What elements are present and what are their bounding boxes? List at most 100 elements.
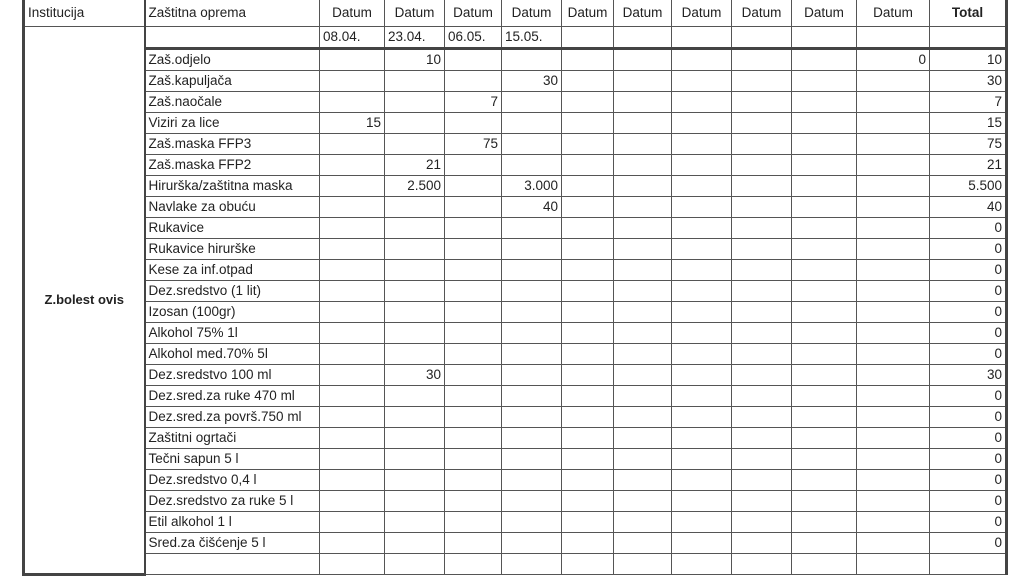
quantity-cell <box>384 511 445 533</box>
quantity-cell <box>731 364 792 386</box>
item-name: Tečni sapun 5 l <box>143 448 320 470</box>
quantity-cell <box>444 70 502 92</box>
quantity-cell <box>856 91 930 113</box>
empty-cell <box>929 553 1008 575</box>
quantity-cell <box>561 301 614 323</box>
quantity-cell <box>384 133 445 155</box>
quantity-cell <box>501 48 562 71</box>
quantity-cell <box>561 217 614 239</box>
total-cell: 10 <box>929 48 1008 71</box>
quantity-cell <box>444 448 502 470</box>
quantity-cell <box>671 259 732 281</box>
quantity-cell: 75 <box>444 133 502 155</box>
total-header: Total <box>929 0 1008 27</box>
empty-cell <box>143 553 320 575</box>
date-value: 08.04. <box>319 26 385 50</box>
quantity-cell <box>444 343 502 365</box>
quantity-cell <box>613 406 672 428</box>
quantity-cell <box>856 469 930 491</box>
quantity-cell <box>731 70 792 92</box>
quantity-cell <box>856 70 930 92</box>
quantity-cell <box>791 490 857 512</box>
quantity-cell <box>731 385 792 407</box>
quantity-cell <box>384 490 445 512</box>
table-row: Navlake za obuću 40 40 <box>24 196 1008 218</box>
quantity-cell <box>791 238 857 260</box>
quantity-cell <box>384 385 445 407</box>
quantity-cell <box>319 238 385 260</box>
quantity-cell <box>613 511 672 533</box>
quantity-cell <box>671 196 732 218</box>
table-row: Alkohol 75% 1l 0 <box>24 322 1008 344</box>
quantity-cell <box>561 322 614 344</box>
empty-cell <box>501 553 562 575</box>
item-name: Zaštitni ogrtači <box>143 427 320 449</box>
quantity-cell <box>384 112 445 134</box>
quantity-cell <box>319 343 385 365</box>
date-header: Datum <box>501 0 562 27</box>
date-value <box>731 26 792 50</box>
quantity-cell <box>731 48 792 71</box>
quantity-cell <box>671 343 732 365</box>
table-row: Zaštitni ogrtači 0 <box>24 427 1008 449</box>
table-row: Zaš.kapuljača 30 30 <box>24 70 1008 92</box>
quantity-cell <box>444 112 502 134</box>
total-cell: 30 <box>929 70 1008 92</box>
quantity-cell <box>791 301 857 323</box>
quantity-cell <box>501 364 562 386</box>
quantity-cell <box>613 91 672 113</box>
quantity-cell <box>384 343 445 365</box>
quantity-cell <box>501 448 562 470</box>
quantity-cell <box>501 91 562 113</box>
table-row: Zaš.maska FFP2 21 21 <box>24 154 1008 176</box>
quantity-cell <box>856 217 930 239</box>
total-cell: 0 <box>929 385 1008 407</box>
institution-header: Institucija <box>22 0 145 27</box>
equipment-table: Institucija Zaštitna oprema Datum Datum … <box>22 0 1008 576</box>
quantity-cell: 40 <box>501 196 562 218</box>
table-row: Alkohol med.70% 5l 0 <box>24 343 1008 365</box>
quantity-cell <box>561 490 614 512</box>
quantity-cell <box>319 70 385 92</box>
date-header: Datum <box>444 0 502 27</box>
quantity-cell <box>561 259 614 281</box>
table-row: Zaš.odjelo 10 0 10 <box>24 48 1008 71</box>
quantity-cell: 10 <box>384 48 445 71</box>
quantity-cell <box>791 448 857 470</box>
quantity-cell <box>731 175 792 197</box>
quantity-cell <box>384 469 445 491</box>
quantity-cell <box>671 364 732 386</box>
quantity-cell <box>856 511 930 533</box>
quantity-cell <box>671 217 732 239</box>
quantity-cell <box>613 259 672 281</box>
quantity-cell <box>731 196 792 218</box>
empty-cell <box>856 553 930 575</box>
quantity-cell <box>501 280 562 302</box>
quantity-cell <box>671 133 732 155</box>
quantity-cell <box>319 406 385 428</box>
equipment-header: Zaštitna oprema <box>143 0 320 27</box>
item-name: Zaš.maska FFP2 <box>143 154 320 176</box>
quantity-cell <box>671 301 732 323</box>
empty-cell <box>384 553 445 575</box>
quantity-cell <box>613 154 672 176</box>
item-name: Dez.sredstvo (1 lit) <box>143 280 320 302</box>
quantity-cell <box>444 427 502 449</box>
quantity-cell <box>613 196 672 218</box>
total-cell: 0 <box>929 322 1008 344</box>
quantity-cell <box>319 511 385 533</box>
quantity-cell <box>384 280 445 302</box>
table-row: Dez.sred.za površ.750 ml 0 <box>24 406 1008 428</box>
quantity-cell <box>444 364 502 386</box>
quantity-cell <box>444 322 502 344</box>
quantity-cell <box>791 112 857 134</box>
quantity-cell <box>856 133 930 155</box>
quantity-cell <box>791 217 857 239</box>
quantity-cell <box>501 217 562 239</box>
quantity-cell: 2.500 <box>384 175 445 197</box>
table-row: Dez.sredstvo 100 ml 30 30 <box>24 364 1008 386</box>
quantity-cell <box>791 70 857 92</box>
quantity-cell <box>613 532 672 554</box>
quantity-cell <box>671 154 732 176</box>
table-row: Hirurška/zaštitna maska 2.500 3.000 5.500 <box>24 175 1008 197</box>
